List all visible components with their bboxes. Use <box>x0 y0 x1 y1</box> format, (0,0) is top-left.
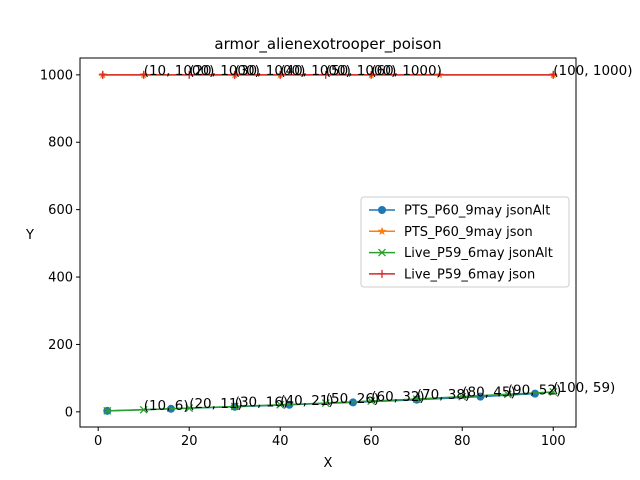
series-3-marker-5 <box>321 70 330 79</box>
data-label-0: (10, 1000) <box>144 63 215 79</box>
data-label-12: (60, 32) <box>371 389 424 405</box>
data-label-8: (20, 11) <box>189 396 242 412</box>
data-label-10: (40, 21) <box>280 393 333 409</box>
data-label-2: (30, 1000) <box>235 63 306 79</box>
legend-label-2: Live_P59_6may jsonAlt <box>404 246 553 261</box>
data-label-15: (90, 52) <box>508 382 561 398</box>
series-2 <box>103 387 558 415</box>
series-2-marker-7 <box>412 395 421 403</box>
x-tick-label-0: 0 <box>94 434 102 449</box>
series-2-marker-0 <box>103 406 112 415</box>
x-tick-label-2: 40 <box>272 434 289 449</box>
legend-marker-1 <box>377 226 387 235</box>
series-2-marker-2 <box>185 404 194 413</box>
y-tick-label-4: 800 <box>48 136 73 151</box>
data-label-7: (10, 6) <box>144 398 189 414</box>
series-2-marker-4 <box>276 400 285 409</box>
legend-label-1: PTS_P60_9may json <box>404 225 533 240</box>
data-label-4: (50, 1000) <box>326 63 397 79</box>
series-2-marker-3 <box>230 402 239 411</box>
legend-marker-3 <box>378 269 386 278</box>
series-2-marker-8 <box>458 392 467 401</box>
x-axis-label: X <box>324 456 333 471</box>
y-tick-label-1: 200 <box>48 338 73 353</box>
series-0-marker-6 <box>476 392 485 401</box>
data-label-6: (100, 1000) <box>553 63 632 79</box>
series-2-marker-1 <box>139 405 148 414</box>
data-label-5: (60, 1000) <box>371 63 442 79</box>
data-label-13: (70, 38) <box>417 387 470 403</box>
y-tick-label-2: 400 <box>48 271 73 286</box>
chart-title: armor_alienexotrooper_poison <box>214 35 441 54</box>
series-3-marker-2 <box>185 70 194 79</box>
data-label-16: (100, 59) <box>553 380 615 396</box>
series-3-marker-7 <box>549 70 558 79</box>
series-2-marker-6 <box>367 397 376 406</box>
legend-label-0: PTS_P60_9may jsonAlt <box>404 204 550 219</box>
plot-area: (10, 1000)(20, 1000)(30, 1000)(40, 1000)… <box>40 57 632 449</box>
legend: PTS_P60_9may jsonAlt PTS_P60_9may json Liv… <box>360 196 570 288</box>
plot-frame <box>79 57 577 428</box>
series-2-marker-9 <box>503 390 512 399</box>
x-tick-label-1: 20 <box>181 434 198 449</box>
y-tick-label-3: 600 <box>48 203 73 218</box>
data-label-11: (50, 26) <box>326 391 379 407</box>
legend-label-3: Live_P59_6may json <box>404 267 535 282</box>
legend-marker-2 <box>378 248 386 257</box>
x-tick-label-4: 80 <box>454 434 471 449</box>
series-2-marker-10 <box>549 387 558 396</box>
y-axis-label: Y <box>25 228 34 243</box>
series-3-marker-4 <box>276 70 285 79</box>
series-3-marker-1 <box>139 70 148 79</box>
series-3-marker-0 <box>98 70 107 79</box>
x-tick-label-5: 100 <box>541 434 566 449</box>
legend-marker-0 <box>378 206 386 214</box>
series-3-marker-3 <box>230 70 239 79</box>
data-label-1: (20, 1000) <box>189 63 260 79</box>
y-tick-label-5: 1000 <box>40 68 73 83</box>
series-2-marker-5 <box>321 399 330 408</box>
x-tick-label-3: 60 <box>363 434 380 449</box>
series-3-marker-6 <box>367 70 376 79</box>
data-label-9: (30, 16) <box>235 394 288 410</box>
data-label-3: (40, 1000) <box>280 63 351 79</box>
y-tick-label-0: 0 <box>65 405 73 420</box>
series-3 <box>98 70 558 79</box>
legend-box <box>360 196 570 288</box>
data-label-14: (80, 45) <box>462 385 515 401</box>
